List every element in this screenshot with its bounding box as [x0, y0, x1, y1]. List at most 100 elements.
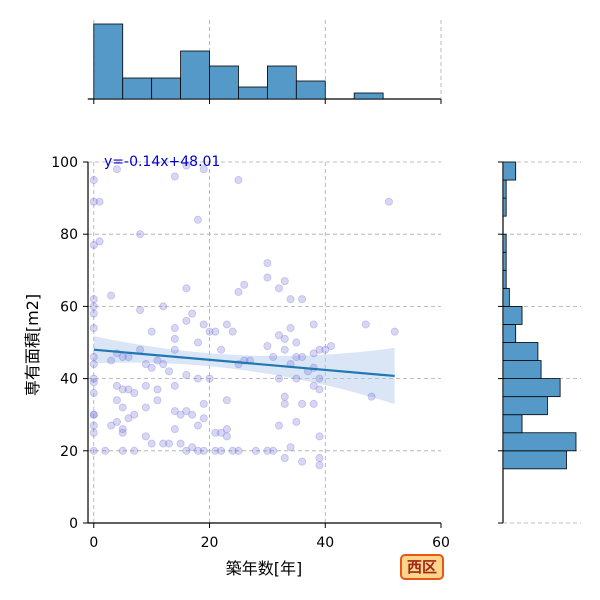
scatter-point — [107, 291, 116, 300]
scatter-point — [292, 352, 301, 361]
scatter-point — [147, 439, 156, 448]
scatter-point — [95, 237, 104, 246]
x-tick-label: 40 — [316, 535, 334, 551]
scatter-point — [89, 302, 98, 311]
scatter-point — [188, 309, 197, 318]
scatter-point — [136, 345, 145, 354]
scatter-point — [240, 280, 249, 289]
scatter-point — [112, 417, 121, 426]
scatter-point — [107, 421, 116, 430]
right-hist-bar — [502, 432, 577, 452]
scatter-point — [298, 399, 307, 408]
scatter-point — [101, 446, 110, 455]
scatter-point — [211, 446, 220, 455]
top-hist-bar — [353, 92, 384, 100]
scatter-point — [327, 342, 336, 351]
scatter-point — [118, 403, 127, 412]
scatter-point — [286, 443, 295, 452]
scatter-point — [193, 338, 202, 347]
right-hist-bar — [502, 360, 542, 379]
scatter-point — [193, 215, 202, 224]
scatter-point — [315, 374, 324, 383]
scatter-point — [269, 352, 278, 361]
scatter-point — [193, 374, 202, 383]
top-hist-bar — [122, 77, 153, 100]
scatter-point — [199, 320, 208, 329]
scatter-point — [321, 345, 330, 354]
axes — [83, 161, 442, 528]
scatter-point — [89, 374, 98, 383]
scatter-point — [280, 392, 289, 401]
scatter-point — [124, 385, 133, 394]
scatter-point — [315, 345, 324, 354]
scatter-point — [89, 197, 98, 206]
scatter-point — [234, 446, 243, 455]
scatter-point — [292, 338, 301, 347]
scatter-point — [170, 334, 179, 343]
scatter-point — [188, 443, 197, 452]
scatter-point — [124, 352, 133, 361]
scatter-point — [361, 320, 370, 329]
y-tick-label: 80 — [60, 227, 78, 243]
scatter-point — [147, 363, 156, 372]
scatter-point — [136, 230, 145, 239]
y-tick-label: 40 — [60, 372, 78, 388]
scatter-point — [292, 417, 301, 426]
scatter-point — [112, 381, 121, 390]
right-histogram — [498, 161, 581, 524]
confidence-band-area — [93, 336, 395, 405]
scatter-point — [118, 446, 127, 455]
right-hist-bar — [502, 450, 567, 470]
scatter-point — [141, 403, 150, 412]
scatter-point — [89, 410, 98, 419]
scatter-point — [112, 165, 121, 174]
scatter-point — [222, 432, 231, 441]
y-tick-label: 0 — [69, 516, 78, 532]
scatter-point — [222, 320, 231, 329]
top-hist-bar — [151, 77, 181, 100]
right-hist-bar — [502, 342, 539, 361]
scatter-point — [199, 165, 208, 174]
scatter-point — [176, 439, 185, 448]
scatter-point — [263, 259, 272, 268]
scatter-point — [315, 454, 324, 463]
scatter-point — [193, 446, 202, 455]
scatter-point — [89, 295, 98, 304]
right-hist-bar — [502, 233, 507, 253]
scatter-point — [217, 345, 226, 354]
scatter-point — [182, 284, 191, 293]
scatter-point — [153, 356, 162, 365]
scatter-point — [269, 446, 278, 455]
scatter-point — [170, 425, 179, 434]
scatter-point — [118, 428, 127, 437]
scatter-point — [199, 399, 208, 408]
scatter-point — [286, 324, 295, 333]
regression-line-path — [93, 348, 395, 378]
scatter-point — [89, 421, 98, 430]
right-hist-bar — [502, 179, 507, 199]
scatter-point — [89, 352, 98, 361]
scatter-point — [205, 327, 214, 336]
scatter-point — [280, 334, 289, 343]
scatter-point — [89, 176, 98, 185]
top-hist-bar — [238, 86, 268, 100]
scatter-point — [95, 197, 104, 206]
right-hist-bar — [502, 287, 510, 307]
scatter-point — [165, 439, 174, 448]
scatter-point — [159, 302, 168, 311]
grid — [88, 161, 441, 523]
y-tick-label: 20 — [60, 444, 78, 460]
scatter-point — [112, 396, 121, 405]
regression-line — [93, 348, 395, 378]
x-tick-label: 0 — [89, 535, 98, 551]
main-plot: 0 20 40 60 0 20 40 60 80 100 — [51, 155, 450, 551]
scatter-point — [251, 446, 260, 455]
scatter-point — [228, 327, 237, 336]
right-hist-bar — [502, 324, 517, 343]
scatter-point — [274, 374, 283, 383]
scatter-point — [182, 407, 191, 416]
scatter-point — [193, 421, 202, 430]
scatter-point — [107, 356, 116, 365]
scatter-point — [280, 277, 289, 286]
